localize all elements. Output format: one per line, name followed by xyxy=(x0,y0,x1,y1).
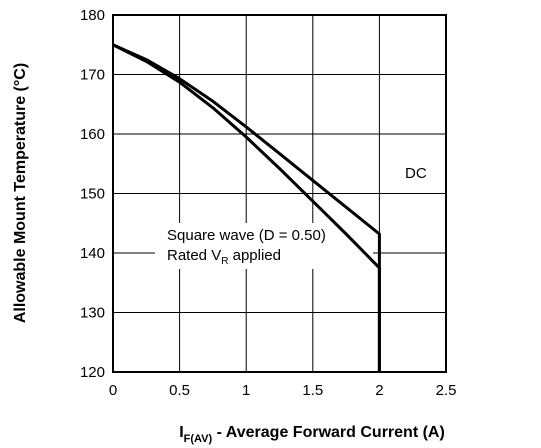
y-tick-label-1: 130 xyxy=(80,305,105,322)
rated-vr-subscript: R xyxy=(221,256,228,267)
x-axis-title-rest: - Average Forward Current (A) xyxy=(212,424,445,441)
x-tick-label-3: 1.5 xyxy=(302,382,323,399)
square-wave-label: Square wave (D = 0.50) xyxy=(167,227,326,244)
x-tick-label-5: 2.5 xyxy=(436,382,457,399)
y-axis-title: Allowable Mount Temperature (°C) xyxy=(12,63,29,323)
plot-frame xyxy=(112,14,447,373)
series-line-square-wave xyxy=(112,43,381,372)
tick-labels: 0 0.5 1 1.5 2 2.5 120 130 140 150 160 170 180 xyxy=(80,7,456,399)
rated-vr-rest: applied xyxy=(228,247,281,264)
y-tick-label-5: 170 xyxy=(80,67,105,84)
x-axis-title: IF(AV) - Average Forward Current (A) xyxy=(179,424,445,445)
dc-label: DC xyxy=(405,165,427,182)
rated-vr-main: Rated V xyxy=(167,247,221,264)
x-tick-label-1: 0.5 xyxy=(169,382,190,399)
x-axis-title-subscript: F(AV) xyxy=(184,433,213,445)
x-tick-label-0: 0 xyxy=(109,382,117,399)
rated-vr-label: Rated VR applied xyxy=(167,247,281,267)
x-tick-label-2: 1 xyxy=(242,382,250,399)
x-tick-label-4: 2 xyxy=(375,382,383,399)
y-tick-label-2: 140 xyxy=(80,245,105,262)
dc-label-background xyxy=(395,160,439,186)
series-lines xyxy=(112,43,381,372)
y-tick-label-0: 120 xyxy=(80,364,105,381)
y-tick-label-6: 180 xyxy=(80,7,105,24)
y-tick-label-3: 150 xyxy=(80,186,105,203)
x-axis-title-main: I xyxy=(179,424,183,441)
square-wave-label-background xyxy=(155,223,373,269)
y-tick-label-4: 160 xyxy=(80,126,105,143)
series-line-dc xyxy=(112,43,381,372)
